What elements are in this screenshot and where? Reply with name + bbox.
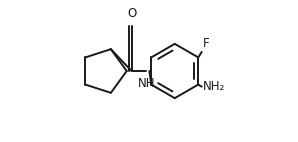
Text: F: F — [202, 37, 209, 50]
Text: NH₂: NH₂ — [202, 80, 225, 93]
Text: NH: NH — [138, 77, 156, 90]
Text: O: O — [127, 7, 136, 20]
